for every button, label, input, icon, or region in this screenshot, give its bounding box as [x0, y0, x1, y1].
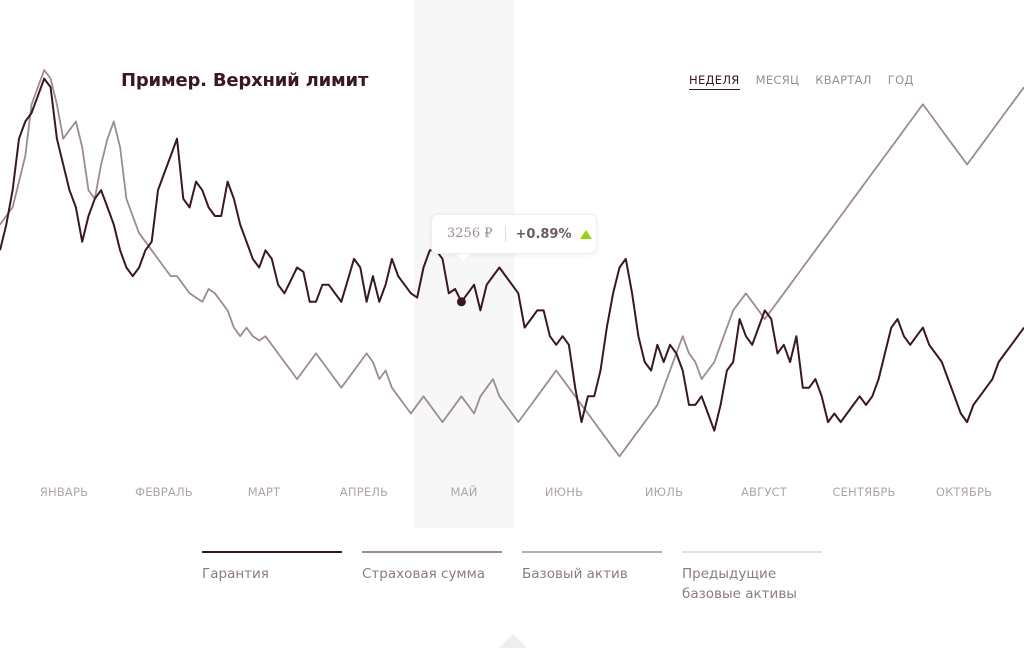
legend-label: Страховая сумма — [362, 566, 486, 582]
tab-quarter[interactable]: КВАРТАЛ — [815, 73, 872, 87]
series-line-1 — [0, 69, 1024, 458]
x-tick-label: ЯНВАРЬ — [39, 485, 89, 499]
x-tick-label: ИЮЛЬ — [644, 485, 684, 499]
x-tick-label: ИЮНЬ — [544, 485, 584, 499]
chart-title: Пример. Верхний лимит — [121, 70, 369, 91]
x-tick-label: АПРЕЛЬ — [339, 485, 389, 499]
tab-week[interactable]: НЕДЕЛЯ — [689, 73, 740, 90]
x-tick-label: МАРТ — [247, 485, 281, 499]
legend-swatch — [522, 551, 662, 553]
x-tick-label: ОКТЯБРЬ — [935, 485, 993, 499]
x-tick-label: СЕНТЯБРЬ — [832, 485, 896, 499]
series-line-0 — [0, 77, 1024, 432]
price-tooltip: 3256 ₽ +0.89% — [431, 214, 597, 261]
highlighted-month-band — [414, 0, 514, 528]
x-tick-label: МАЙ — [450, 485, 478, 499]
legend-item[interactable]: Предыдущие базовые активы — [682, 551, 822, 604]
x-tick-label: АВГУСТ — [740, 485, 788, 499]
legend-swatch — [202, 551, 342, 553]
legend-label: Базовый актив — [522, 566, 628, 582]
period-tabs: НЕДЕЛЯ МЕСЯЦ КВАРТАЛ ГОД — [689, 73, 930, 90]
hover-point-marker — [456, 297, 466, 307]
legend-label: Гарантия — [202, 566, 269, 582]
legend-swatch — [362, 551, 502, 553]
legend-item[interactable]: Гарантия — [202, 551, 342, 584]
trend-up-icon — [579, 229, 592, 239]
tab-month[interactable]: МЕСЯЦ — [755, 73, 800, 87]
legend-label: Предыдущие базовые активы — [682, 566, 797, 602]
legend-item[interactable]: Страховая сумма — [362, 551, 502, 584]
tab-year[interactable]: ГОД — [887, 73, 914, 87]
tooltip-change: +0.89% — [515, 226, 572, 242]
tooltip-price: 3256 ₽ — [432, 226, 506, 242]
legend-item[interactable]: Базовый актив — [522, 551, 662, 584]
x-tick-label: ФЕВРАЛЬ — [135, 485, 193, 499]
legend-swatch — [682, 551, 822, 553]
scroll-down-indicator[interactable] — [499, 634, 527, 648]
